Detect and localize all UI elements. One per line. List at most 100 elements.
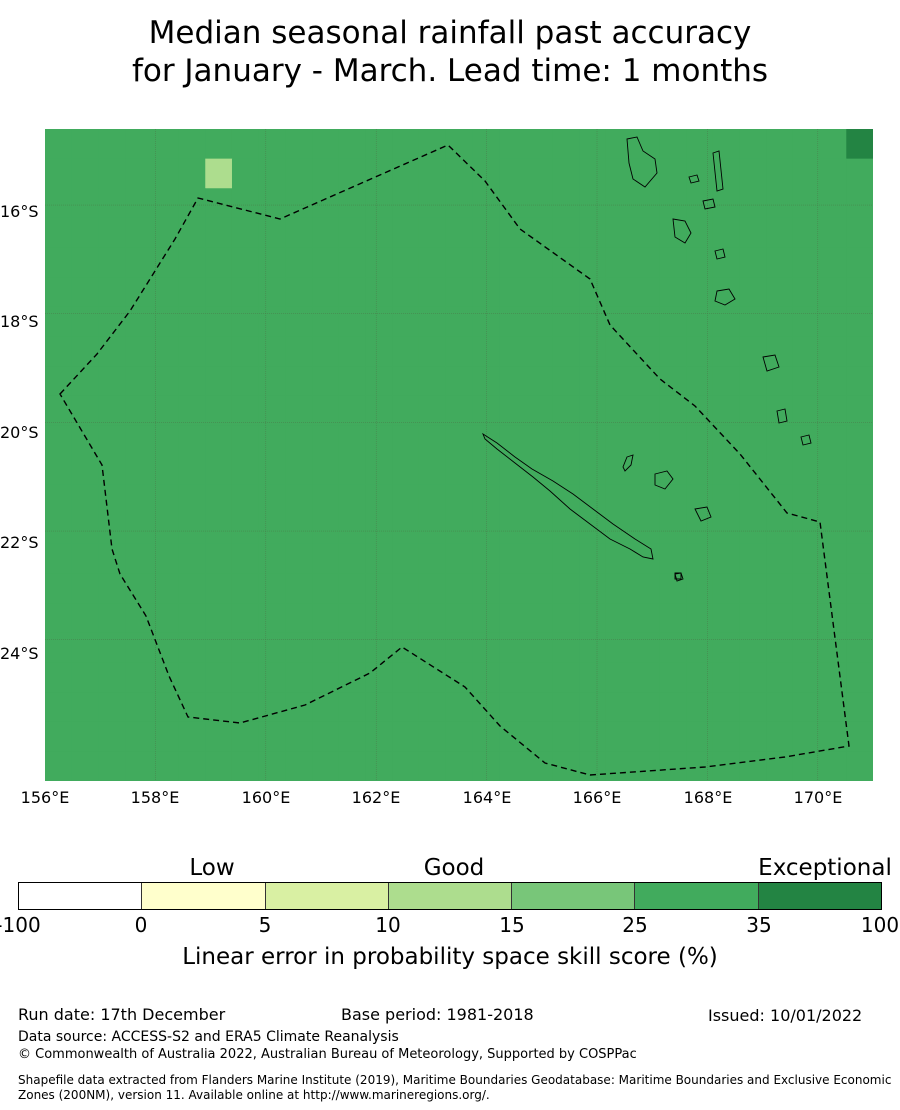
skill-cell <box>338 277 367 308</box>
skill-cell <box>338 662 367 693</box>
skill-cell <box>205 247 233 278</box>
skill-cell <box>499 662 527 693</box>
skill-cell <box>45 395 73 426</box>
skill-cell <box>231 395 260 426</box>
skill-cell <box>712 751 740 781</box>
skill-cell <box>579 395 607 426</box>
skill-cell <box>392 277 420 308</box>
skill-cell <box>151 277 180 308</box>
skill-cell <box>445 277 473 308</box>
ambrym-coastline <box>702 198 716 210</box>
colorbar-segment <box>758 883 881 909</box>
skill-cell <box>178 484 206 515</box>
skill-cell <box>338 455 367 486</box>
skill-cell <box>98 632 126 663</box>
skill-cell <box>579 217 607 249</box>
skill-cell <box>819 455 847 486</box>
skill-cell <box>819 751 847 781</box>
skill-cell <box>846 129 873 160</box>
skill-cell <box>125 543 153 575</box>
skill-cell <box>659 425 687 456</box>
lon-label-160e: 160°E <box>241 788 291 807</box>
skill-cell <box>525 306 553 337</box>
skill-cell <box>819 188 847 219</box>
skill-cell <box>819 129 847 160</box>
skill-cell <box>285 277 313 308</box>
skill-cell <box>418 455 447 486</box>
skill-cell <box>579 662 607 693</box>
skill-cell <box>178 217 206 249</box>
skill-cell <box>365 188 393 219</box>
skill-cell <box>231 662 260 693</box>
skill-cell <box>392 217 420 249</box>
skill-cell <box>231 692 260 723</box>
skill-cell <box>766 543 794 575</box>
skill-cell <box>418 662 447 693</box>
skill-cell <box>712 484 740 515</box>
skill-cell <box>499 336 527 367</box>
skill-cell <box>258 158 286 189</box>
skill-cell <box>579 188 607 219</box>
skill-cell <box>632 751 660 781</box>
skill-cell <box>125 425 153 456</box>
skill-cell <box>312 158 340 189</box>
skill-cell <box>766 277 794 308</box>
skill-cell <box>472 425 500 456</box>
lat-label-20s: 20°S <box>0 423 39 442</box>
banks-coastline <box>688 174 700 184</box>
skill-cell <box>659 573 687 604</box>
skill-cell <box>525 158 553 189</box>
skill-cell <box>686 277 714 308</box>
skill-cell <box>285 129 313 160</box>
skill-cell <box>365 366 393 397</box>
skill-cell <box>312 692 340 723</box>
skill-cell <box>71 217 99 249</box>
skill-cell <box>312 395 340 426</box>
skill-cell <box>686 129 714 160</box>
skill-cell <box>499 692 527 723</box>
skill-cell <box>338 217 367 249</box>
skill-cell <box>792 573 821 604</box>
skill-cell <box>579 721 607 752</box>
skill-cell <box>766 336 794 367</box>
skill-cell <box>98 692 126 723</box>
skill-cell <box>178 336 206 367</box>
skill-cell <box>312 129 340 160</box>
skill-cell <box>659 217 687 249</box>
skill-cell <box>445 721 473 752</box>
skill-cell <box>312 603 340 634</box>
skill-cell <box>45 306 73 337</box>
skill-cell <box>418 573 447 604</box>
skill-cell <box>499 603 527 634</box>
skill-cell <box>846 692 873 723</box>
colorbar-label: Linear error in probability space skill … <box>182 944 718 970</box>
skill-cell <box>686 455 714 486</box>
skill-cell <box>205 455 233 486</box>
skill-cell <box>605 662 634 693</box>
skill-cell <box>792 603 821 634</box>
skill-cell <box>659 455 687 486</box>
skill-cell <box>472 751 500 781</box>
skill-cell <box>525 484 553 515</box>
skill-cell <box>712 573 740 604</box>
skill-cell <box>338 603 367 634</box>
skill-cell <box>739 366 767 397</box>
skill-cell <box>258 217 286 249</box>
skill-cell <box>525 662 553 693</box>
skill-cell <box>258 662 286 693</box>
skill-cell <box>819 662 847 693</box>
skill-cell <box>45 751 73 781</box>
skill-cell <box>312 484 340 515</box>
skill-cell <box>739 721 767 752</box>
skill-cell <box>739 158 767 189</box>
skill-cell <box>712 662 740 693</box>
colorbar-heading-exceptional: Exceptional <box>758 855 892 881</box>
skill-cell <box>792 217 821 249</box>
skill-cell <box>338 425 367 456</box>
skill-cell <box>712 158 740 189</box>
skill-cell <box>151 247 180 278</box>
skill-cell <box>312 217 340 249</box>
skill-cell <box>365 425 393 456</box>
skill-cell <box>632 425 660 456</box>
skill-cell <box>205 632 233 663</box>
